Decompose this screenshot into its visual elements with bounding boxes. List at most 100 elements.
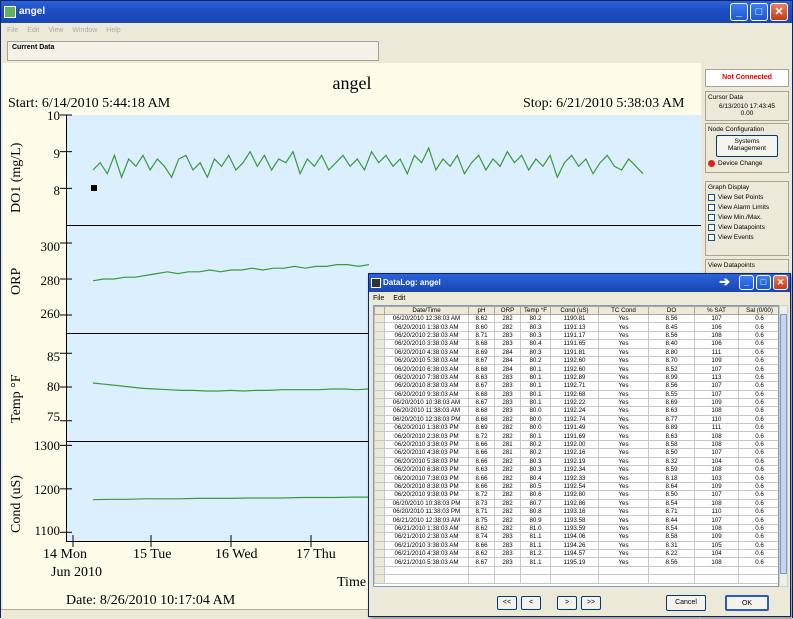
table-cell[interactable]: 109 — [694, 397, 739, 408]
table-cell[interactable]: 06/21/2010 4:38:03 AM — [384, 548, 469, 559]
table-cell[interactable]: 80.2 — [520, 439, 551, 450]
table-cell[interactable]: 108 — [694, 523, 739, 534]
table-cell[interactable]: 06/20/2010 5:38:03 AM — [384, 355, 469, 366]
table-cell[interactable]: 8.77 — [648, 414, 695, 425]
table-cell[interactable]: Yes — [598, 490, 649, 500]
row-header[interactable] — [374, 406, 385, 416]
table-cell[interactable]: 80.7 — [520, 498, 551, 509]
arrow-right-icon[interactable]: ➔ — [719, 274, 730, 289]
table-cell[interactable]: 8.99 — [648, 372, 695, 383]
table-cell[interactable]: 108 — [694, 330, 739, 341]
table-cell[interactable] — [648, 565, 695, 576]
table-cell[interactable]: 8.80 — [648, 347, 695, 357]
table-cell[interactable]: 8.56 — [648, 330, 695, 341]
table-cell[interactable]: 06/20/2010 6:38:03 PM — [384, 465, 469, 475]
table-row[interactable]: 06/21/2010 3:38:03 AM 8.66 283 81.1 1194.26 Y… — [374, 540, 778, 550]
table-cell[interactable]: 1191.13 — [550, 322, 599, 332]
table-cell[interactable]: 1190.81 — [550, 313, 599, 324]
table-cell[interactable]: 0.6 — [738, 423, 778, 433]
table-cell[interactable]: 8.44 — [648, 515, 695, 525]
table-cell[interactable]: 8.54 — [648, 498, 695, 509]
table-cell[interactable]: 1191.17 — [550, 330, 599, 341]
table-cell[interactable] — [738, 565, 778, 576]
table-cell[interactable]: 283 — [494, 406, 521, 416]
table-cell[interactable]: Yes — [598, 498, 649, 509]
table-cell[interactable]: Yes — [598, 439, 649, 450]
table-cell[interactable]: 8.69 — [648, 397, 695, 408]
table-cell[interactable]: 8.62 — [468, 313, 495, 324]
table-cell[interactable]: 0.6 — [738, 548, 778, 559]
table-cell[interactable]: Yes — [598, 330, 649, 341]
table-cell[interactable]: 80.3 — [520, 456, 551, 467]
table-cell[interactable]: 8.66 — [468, 448, 495, 458]
table-cell[interactable]: 107 — [694, 515, 739, 525]
checkbox-icon[interactable] — [708, 234, 715, 241]
table-cell[interactable]: 80.4 — [520, 473, 551, 483]
row-header[interactable] — [374, 397, 385, 408]
table-row[interactable]: 06/20/2010 3:38:03 AM 8.68 283 80.4 1191.65 Y… — [374, 339, 778, 349]
table-cell[interactable]: 06/20/2010 1:38:03 PM — [384, 423, 469, 433]
column-header[interactable]: Cond (uS) — [550, 306, 599, 315]
table-cell[interactable]: 107 — [694, 490, 739, 500]
table-row[interactable]: 06/21/2010 4:38:03 AM 8.62 283 81.2 1194.57 Y… — [374, 548, 778, 559]
table-row[interactable]: 06/20/2010 5:38:03 PM 8.66 282 80.3 1192.19 Y… — [374, 456, 778, 467]
table-cell[interactable]: 8.62 — [468, 548, 495, 559]
minimize-button[interactable]: _ — [730, 3, 748, 21]
table-cell[interactable]: 1192.54 — [550, 481, 599, 492]
table-cell[interactable]: 8.50 — [648, 490, 695, 500]
table-cell[interactable]: 06/20/2010 7:38:03 AM — [384, 372, 469, 383]
row-header[interactable] — [374, 456, 385, 467]
table-cell[interactable] — [384, 574, 469, 584]
row-header[interactable] — [374, 565, 385, 576]
table-cell[interactable]: 1193.59 — [550, 523, 599, 534]
row-header[interactable] — [374, 532, 385, 542]
table-cell[interactable]: 1192.33 — [550, 473, 599, 483]
table-cell[interactable]: 1191.49 — [550, 423, 599, 433]
table-cell[interactable]: 8.74 — [468, 532, 495, 542]
table-cell[interactable]: 8.67 — [468, 355, 495, 366]
table-row[interactable]: 06/20/2010 6:38:03 PM 8.63 282 80.3 1192.34 Y… — [374, 465, 778, 475]
table-cell[interactable]: 81.0 — [520, 523, 551, 534]
table-row[interactable]: 06/21/2010 12:38:03 AM 8.75 282 80.9 1193.58… — [374, 515, 778, 525]
table-cell[interactable]: 110 — [694, 414, 739, 425]
table-cell[interactable]: 80.2 — [520, 355, 551, 366]
table-cell[interactable]: 8.18 — [648, 473, 695, 483]
table-row[interactable]: 06/20/2010 11:38:03 AM 8.68 283 80.0 1192.24… — [374, 406, 778, 416]
systems-management-button[interactable]: Systems Management — [716, 135, 778, 157]
table-cell[interactable]: 06/20/2010 3:38:03 AM — [384, 339, 469, 349]
table-cell[interactable] — [494, 574, 521, 584]
table-cell[interactable]: 06/20/2010 10:38:03 PM — [384, 498, 469, 509]
table-cell[interactable]: 282 — [494, 515, 521, 525]
checkbox-icon[interactable] — [708, 204, 715, 211]
table-cell[interactable]: Yes — [598, 523, 649, 534]
row-header[interactable] — [374, 330, 385, 341]
table-cell[interactable]: 0.6 — [738, 339, 778, 349]
table-cell[interactable]: Yes — [598, 515, 649, 525]
table-cell[interactable]: 8.56 — [648, 557, 695, 567]
table-cell[interactable]: 107 — [694, 389, 739, 399]
table-cell[interactable]: 1194.06 — [550, 532, 599, 542]
table-cell[interactable]: 282 — [494, 465, 521, 475]
table-row[interactable]: 06/20/2010 1:38:03 AM 8.60 282 80.3 1191.13 Y… — [374, 322, 778, 332]
table-cell[interactable]: 80.5 — [520, 481, 551, 492]
column-header[interactable]: Sal (0/00) — [738, 306, 778, 315]
table-cell[interactable]: 0.6 — [738, 490, 778, 500]
table-cell[interactable]: Yes — [598, 381, 649, 391]
table-cell[interactable]: 284 — [494, 364, 521, 374]
table-cell[interactable]: Yes — [598, 473, 649, 483]
table-cell[interactable]: 8.68 — [468, 389, 495, 399]
table-cell[interactable]: 1194.57 — [550, 548, 599, 559]
table-cell[interactable]: 80.0 — [520, 414, 551, 425]
table-cell[interactable]: 283 — [494, 381, 521, 391]
table-row[interactable]: 06/20/2010 4:38:03 PM 8.66 281 80.2 1192.16 Y… — [374, 448, 778, 458]
table-cell[interactable]: 80.4 — [520, 339, 551, 349]
dialog-menu-file[interactable]: File — [373, 294, 385, 302]
table-cell[interactable]: 8.69 — [468, 347, 495, 357]
table-cell[interactable]: 0.6 — [738, 557, 778, 567]
table-cell[interactable]: 06/20/2010 11:38:03 PM — [384, 506, 469, 517]
table-row[interactable]: 06/20/2010 7:38:03 PM 8.66 282 80.4 1192.33 Y… — [374, 473, 778, 483]
table-cell[interactable]: 80.3 — [520, 465, 551, 475]
table-cell[interactable] — [468, 565, 495, 576]
table-cell[interactable]: Yes — [598, 406, 649, 416]
table-cell[interactable]: 8.71 — [468, 506, 495, 517]
